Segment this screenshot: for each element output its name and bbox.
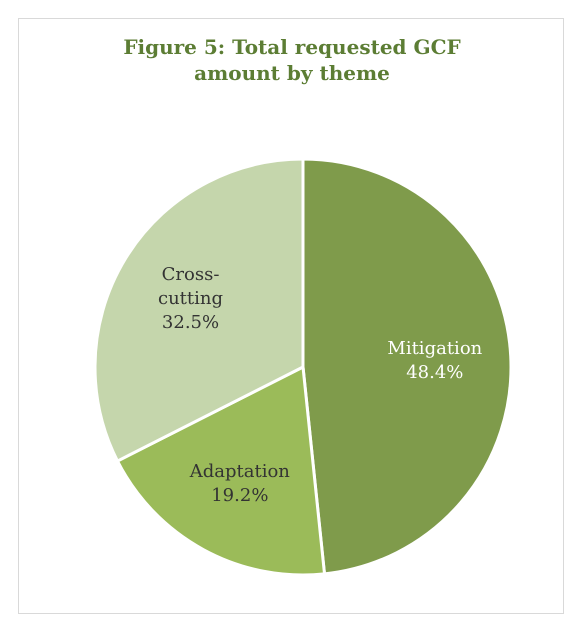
pie-slice-label-0: Mitigation 48.4% <box>387 338 482 383</box>
pie-slice-label-1: Adaptation 19.2% <box>189 461 291 506</box>
pie-slice-1 <box>115 365 327 577</box>
pie-slice-value: 19.2% <box>211 485 268 506</box>
pie-slice-category: Adaptation <box>189 461 291 482</box>
pie-slice-value: 32.5% <box>162 312 219 333</box>
pie-slice-category: Mitigation <box>387 338 482 359</box>
chart-title: Figure 5: Total requested GCF amount by … <box>19 34 565 86</box>
pie-slice-category: Cross- <box>162 264 220 285</box>
pie-chart: Mitigation 48.4% Adaptation 19.2% Cross-cutt… <box>93 157 513 577</box>
pie-slice-value: 48.4% <box>406 362 463 383</box>
pie-slice-2 <box>93 157 305 463</box>
pie-slice-category: cutting <box>158 288 223 309</box>
pie-slice-label-2: Cross-cutting 32.5% <box>158 264 223 333</box>
chart-title-line-2: amount by theme <box>194 61 390 85</box>
pie-slice-0 <box>301 157 513 576</box>
chart-title-line-1: Figure 5: Total requested GCF <box>123 35 461 59</box>
chart-frame: Figure 5: Total requested GCF amount by … <box>18 18 564 614</box>
